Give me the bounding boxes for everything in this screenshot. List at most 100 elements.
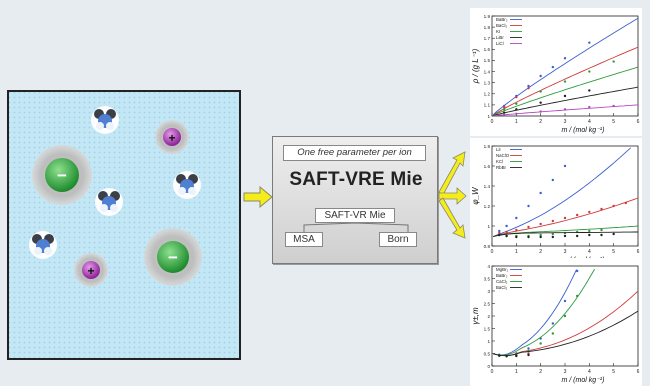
anion-symbol: − (168, 248, 178, 267)
data-point (527, 235, 530, 239)
x-tick-label: 1 (515, 369, 518, 375)
arrow-down-right-icon (438, 197, 466, 239)
electrolyte-solution-diagram: − − + + (7, 90, 241, 360)
cation-symbol: + (87, 264, 94, 278)
y-tick-label: 1 (487, 339, 490, 344)
y-tick-label: 4 (487, 264, 490, 269)
y-tick-label: 1.2 (484, 92, 491, 97)
x-tick-label: 5 (612, 249, 615, 255)
data-point (563, 94, 567, 98)
x-tick-label: 2 (539, 369, 542, 375)
data-point (588, 105, 591, 109)
legend-label: BaCl₂ (496, 285, 508, 290)
data-point (575, 294, 579, 298)
data-point (502, 105, 506, 109)
data-point (563, 216, 567, 220)
y-axis-label: φ_W (471, 186, 480, 205)
data-point (624, 201, 628, 205)
data-point (539, 342, 542, 345)
data-point (505, 224, 508, 228)
legend-label: BaBr₂ (496, 17, 508, 22)
data-point (539, 222, 542, 226)
model-panel: One free parameter per ion SAFT-VRE Mie … (272, 136, 438, 264)
x-tick-label: 0 (491, 249, 494, 255)
series-curve-3 (493, 86, 639, 117)
data-point (588, 70, 591, 73)
arrow-up-right-icon (438, 151, 466, 196)
data-point (612, 204, 615, 208)
y-tick-label: 1.6 (484, 164, 491, 169)
data-point (551, 332, 555, 335)
saft-vr-mie-box: SAFT-VR Mie (315, 208, 395, 223)
x-tick-label: 4 (588, 119, 591, 125)
data-point (563, 164, 567, 168)
data-point (539, 74, 542, 78)
series-curve-2 (493, 66, 639, 116)
data-point (502, 113, 506, 117)
legend-label: RbBr (496, 165, 507, 170)
x-tick-label: 5 (612, 369, 615, 375)
cation-1: + (155, 120, 189, 154)
data-point (563, 80, 567, 83)
data-point (515, 354, 518, 358)
data-point (515, 95, 518, 99)
data-point (588, 229, 591, 233)
density-plot: 0 1 2 3 4 5 611.11.21.31.41.51.61.71.81.9m / (… (470, 8, 642, 136)
x-tick-label: 2 (539, 119, 542, 125)
solvent-molecule (173, 171, 201, 199)
data-point (551, 178, 555, 182)
model-connector-lines (303, 222, 409, 232)
solvent-molecule (29, 231, 57, 259)
y-tick-label: 1.5 (484, 58, 491, 63)
data-point (515, 108, 518, 111)
data-point (498, 233, 501, 237)
y-tick-label: 1.4 (484, 69, 491, 74)
y-axis-label: γ±,m (471, 307, 480, 325)
y-tick-label: 0 (487, 364, 490, 369)
legend-label: BaBr₂ (496, 273, 508, 278)
msa-box: MSA (285, 232, 323, 247)
data-point (502, 108, 506, 111)
data-point (563, 108, 567, 111)
data-point (539, 191, 542, 195)
data-point (575, 234, 579, 238)
activity-coefficient-plot: 0 1 2 3 4 5 6 0 0.5 1 1.5 2 2.5 3 3.5 4 m / (mol kg⁻¹) γ±… (470, 258, 642, 386)
data-point (527, 84, 530, 88)
data-point (515, 216, 518, 220)
x-tick-label: 6 (637, 119, 640, 125)
legend-label: BaCl₂ (496, 23, 508, 28)
series-curve-0 (493, 147, 632, 237)
y-tick-label: 1 (487, 224, 490, 229)
data-point (505, 234, 508, 238)
plot-background (470, 258, 642, 386)
legend-label: CaCl₂ (496, 279, 508, 284)
solvent-molecule (95, 188, 123, 216)
data-point (539, 101, 542, 104)
data-point (612, 232, 615, 236)
solvent-molecule (91, 106, 119, 134)
data-point (527, 204, 530, 208)
right-arrow-icon (243, 186, 273, 208)
y-tick-label: 0.8 (484, 244, 491, 249)
data-point (498, 229, 501, 233)
series-curve-3 (493, 231, 638, 238)
data-point (575, 269, 579, 273)
data-point (551, 322, 555, 325)
y-tick-label: 2.5 (484, 301, 491, 306)
anion-2: − (144, 228, 202, 286)
split-arrows (438, 151, 467, 239)
y-tick-label: 3 (487, 289, 490, 294)
data-point (515, 228, 518, 232)
data-point (515, 112, 518, 115)
data-point (588, 89, 591, 92)
y-tick-label: 1.5 (484, 326, 491, 331)
legend-label: MgBr₂ (496, 267, 508, 272)
data-point (502, 111, 506, 114)
y-tick-label: 1.2 (484, 204, 491, 209)
cation-2: + (74, 253, 108, 287)
data-point (527, 225, 530, 229)
x-axis-label: m / (mol kg⁻¹) (562, 377, 605, 384)
data-point (563, 234, 567, 238)
x-tick-label: 4 (588, 369, 591, 375)
